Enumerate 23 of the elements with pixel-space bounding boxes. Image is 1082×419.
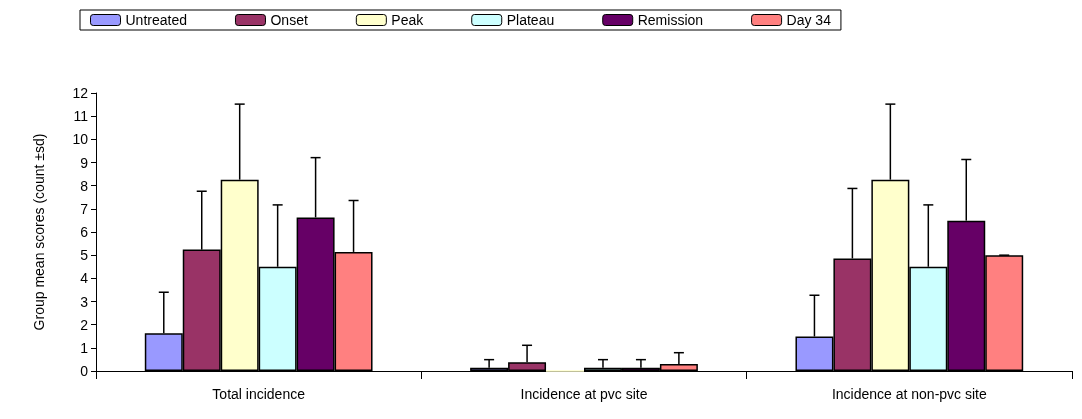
y-tick-label: 1	[80, 339, 89, 356]
y-tick-label: 3	[80, 293, 89, 310]
legend-label: Remission	[637, 12, 704, 28]
legend-label: Peak	[391, 12, 425, 28]
y-tick-label: 11	[73, 108, 89, 125]
y-tick-label: 9	[80, 154, 89, 171]
y-tick-label: 10	[72, 131, 89, 148]
y-axis-title: Group mean scores (count ±sd)	[31, 133, 47, 331]
y-tick-label: 7	[80, 200, 89, 217]
y-tick-label: 12	[72, 85, 89, 101]
y-tick-label: 5	[80, 247, 89, 264]
y-tick-label: 8	[80, 177, 89, 194]
y-tick-label: 4	[80, 270, 89, 287]
x-tick-label: Incidence at pvc site	[520, 386, 648, 402]
x-tick-label: Incidence at non-pvc site	[831, 386, 987, 402]
x-tick-label: Total incidence	[212, 386, 306, 402]
legend-label: Day 34	[786, 12, 832, 28]
legend-label: Onset	[270, 12, 308, 28]
y-tick-label: 2	[80, 316, 89, 333]
y-tick-label: 6	[80, 224, 89, 240]
y-tick-label: 0	[80, 363, 89, 379]
legend-label: Plateau	[506, 12, 555, 28]
legend-label: Untreated	[125, 12, 187, 28]
